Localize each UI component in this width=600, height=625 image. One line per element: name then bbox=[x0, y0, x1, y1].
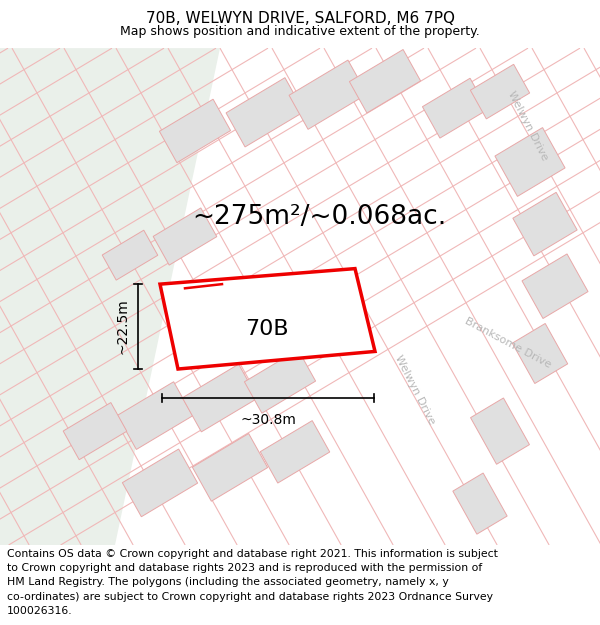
Polygon shape bbox=[453, 473, 507, 534]
Text: 100026316.: 100026316. bbox=[7, 606, 73, 616]
Polygon shape bbox=[349, 49, 421, 113]
Polygon shape bbox=[260, 421, 330, 483]
Polygon shape bbox=[422, 78, 488, 138]
Polygon shape bbox=[160, 269, 375, 369]
Polygon shape bbox=[0, 48, 220, 545]
Polygon shape bbox=[244, 350, 316, 413]
Polygon shape bbox=[118, 382, 193, 449]
Polygon shape bbox=[226, 78, 304, 147]
Polygon shape bbox=[63, 402, 127, 460]
Text: 70B, WELWYN DRIVE, SALFORD, M6 7PQ: 70B, WELWYN DRIVE, SALFORD, M6 7PQ bbox=[146, 11, 455, 26]
Polygon shape bbox=[522, 254, 588, 319]
Text: ~22.5m: ~22.5m bbox=[116, 299, 130, 354]
Polygon shape bbox=[470, 64, 530, 119]
Text: HM Land Registry. The polygons (including the associated geometry, namely x, y: HM Land Registry. The polygons (includin… bbox=[7, 578, 449, 587]
Text: Contains OS data © Crown copyright and database right 2021. This information is : Contains OS data © Crown copyright and d… bbox=[7, 549, 498, 559]
Text: 70B: 70B bbox=[245, 319, 289, 339]
Polygon shape bbox=[160, 99, 230, 162]
Polygon shape bbox=[289, 60, 367, 129]
Polygon shape bbox=[193, 434, 268, 501]
Polygon shape bbox=[470, 398, 529, 464]
Polygon shape bbox=[153, 208, 217, 265]
Text: Map shows position and indicative extent of the property.: Map shows position and indicative extent… bbox=[120, 24, 480, 38]
Polygon shape bbox=[102, 230, 158, 280]
Text: Welwyn Drive: Welwyn Drive bbox=[506, 89, 550, 162]
Text: ~30.8m: ~30.8m bbox=[240, 412, 296, 426]
Polygon shape bbox=[122, 449, 197, 517]
Text: co-ordinates) are subject to Crown copyright and database rights 2023 Ordnance S: co-ordinates) are subject to Crown copyr… bbox=[7, 592, 493, 602]
Polygon shape bbox=[182, 364, 257, 432]
Polygon shape bbox=[512, 324, 568, 384]
Polygon shape bbox=[495, 127, 565, 196]
Polygon shape bbox=[513, 192, 577, 256]
Text: to Crown copyright and database rights 2023 and is reproduced with the permissio: to Crown copyright and database rights 2… bbox=[7, 563, 482, 573]
Text: Welwyn Drive: Welwyn Drive bbox=[393, 353, 437, 426]
Text: ~275m²/~0.068ac.: ~275m²/~0.068ac. bbox=[192, 204, 446, 230]
Text: Branksome Drive: Branksome Drive bbox=[463, 316, 553, 370]
